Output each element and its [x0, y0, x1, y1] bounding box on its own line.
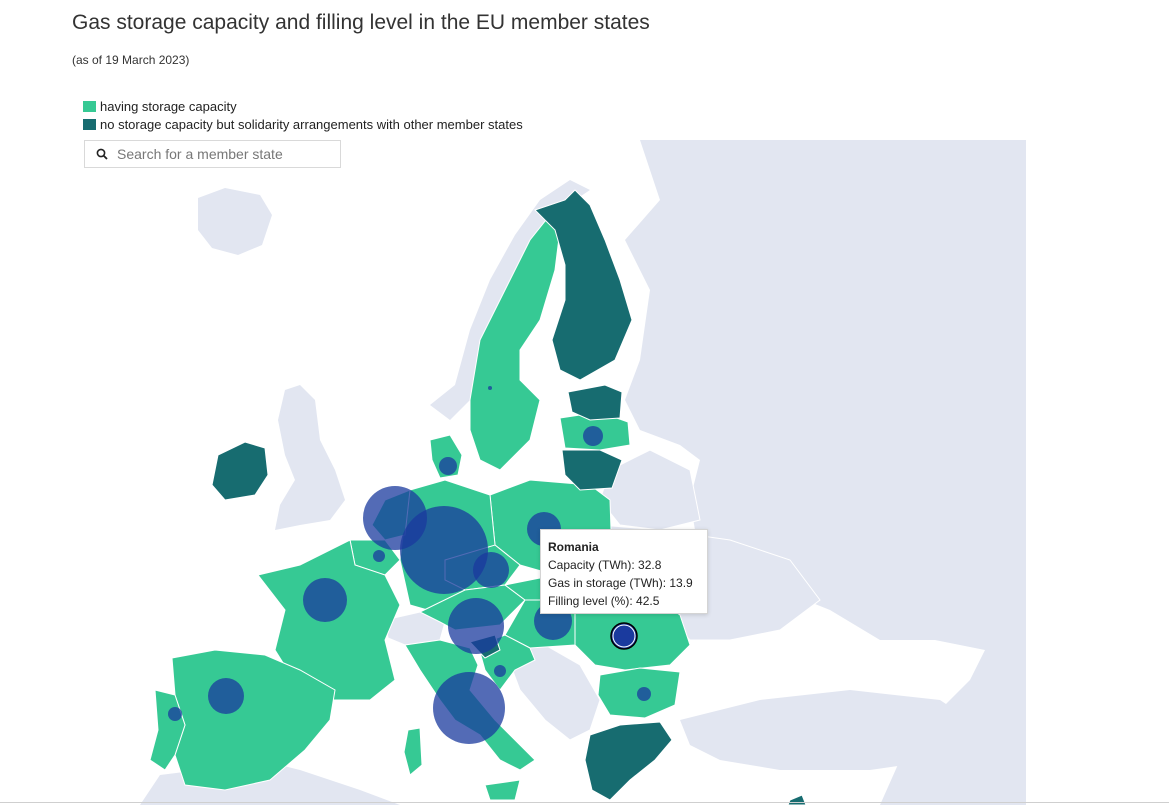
bubble-latvia[interactable]: [583, 426, 603, 446]
legend-swatch-storage: [83, 100, 96, 112]
legend-label-storage: having storage capacity: [100, 98, 237, 114]
country-sicily[interactable]: [484, 779, 521, 801]
country-norway[interactable]: [430, 180, 590, 420]
divider: [0, 802, 1169, 803]
legend-item-no-storage[interactable]: no storage capacity but solidarity arran…: [83, 115, 523, 133]
country-cyprus[interactable]: [787, 794, 807, 805]
bubble-belgium[interactable]: [373, 550, 385, 562]
legend-swatch-no-storage: [83, 118, 96, 130]
page-title: Gas storage capacity and filling level i…: [72, 11, 650, 34]
country-turkey[interactable]: [680, 690, 970, 770]
tooltip-capacity-label: Capacity (TWh): [548, 558, 632, 572]
russia-region: [625, 140, 1026, 805]
country-sardinia[interactable]: [403, 727, 423, 776]
tooltip-storage-label: Gas in storage (TWh): [548, 576, 663, 590]
tooltip-capacity-value: 32.8: [638, 558, 662, 572]
search-box[interactable]: [84, 140, 341, 168]
search-input[interactable]: [113, 146, 337, 162]
country-iceland[interactable]: [198, 188, 272, 255]
legend-item-storage[interactable]: having storage capacity: [83, 97, 523, 115]
bubble-spain[interactable]: [208, 678, 244, 714]
country-greece[interactable]: [584, 721, 673, 801]
bubble-netherlands[interactable]: [363, 486, 427, 550]
country-ireland[interactable]: [211, 441, 269, 501]
country-sweden[interactable]: [469, 214, 561, 471]
bubble-romania-ring: [612, 624, 636, 648]
country-balkans[interactable]: [504, 644, 601, 741]
legend-label-no-storage: no storage capacity but solidarity arran…: [100, 116, 523, 132]
legend: having storage capacity no storage capac…: [83, 97, 523, 133]
tooltip-storage: Gas in storage (TWh): 13.9: [548, 576, 693, 590]
tooltip-filling-value: 42.5: [636, 594, 660, 608]
bubble-portugal[interactable]: [168, 707, 182, 721]
bubble-sweden[interactable]: [488, 386, 492, 390]
country-great-britain[interactable]: [275, 385, 345, 530]
bubble-italy[interactable]: [433, 672, 505, 744]
bubble-bulgaria[interactable]: [637, 687, 651, 701]
tooltip-storage-value: 13.9: [669, 576, 693, 590]
bubble-france[interactable]: [303, 578, 347, 622]
country-finland[interactable]: [534, 189, 633, 381]
map-tooltip: Romania Capacity (TWh): 32.8 Gas in stor…: [540, 529, 708, 614]
bubble-denmark[interactable]: [439, 457, 457, 475]
country-lithuania[interactable]: [561, 449, 623, 491]
tooltip-capacity: Capacity (TWh): 32.8: [548, 558, 662, 572]
bubble-croatia[interactable]: [494, 665, 506, 677]
tooltip-country-name: Romania: [548, 540, 599, 554]
bubble-czechia[interactable]: [473, 552, 509, 588]
tooltip-filling: Filling level (%): 42.5: [548, 594, 660, 608]
bubble-romania[interactable]: [610, 622, 638, 650]
subtitle: (as of 19 March 2023): [72, 53, 190, 67]
tooltip-filling-label: Filling level (%): [548, 594, 630, 608]
search-icon: [91, 143, 113, 165]
bubble-austria[interactable]: [448, 598, 504, 654]
country-estonia[interactable]: [567, 384, 623, 421]
